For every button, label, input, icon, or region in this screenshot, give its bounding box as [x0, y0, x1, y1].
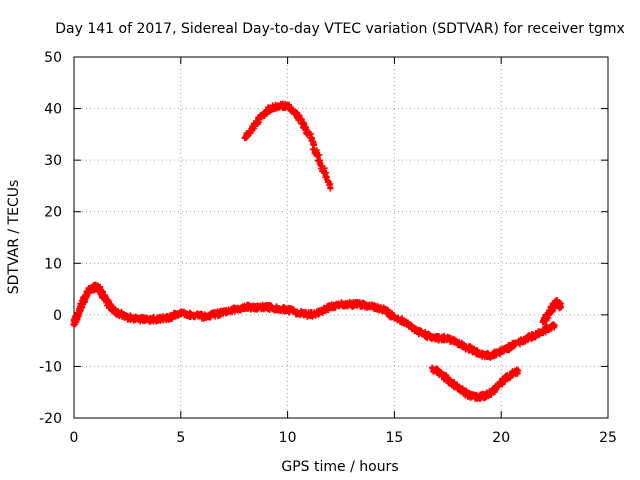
series-arc-evening [429, 364, 522, 403]
x-tick-label: 20 [492, 430, 510, 446]
plot-border [73, 56, 609, 419]
data-point [314, 152, 321, 159]
y-tick-label: 10 [44, 256, 62, 272]
data-point [551, 322, 558, 329]
x-axis-label: GPS time / hours [281, 459, 398, 475]
x-tick-label: 25 [599, 430, 617, 446]
data-point [268, 302, 275, 309]
y-tick-label: 50 [44, 50, 62, 66]
series-arc-late [539, 297, 565, 326]
y-tick-label: -20 [39, 411, 62, 427]
x-tick-label: 15 [385, 430, 403, 446]
data-points [70, 100, 565, 403]
y-axis-label: SDTVAR / TECUs [6, 180, 22, 295]
y-tick-label: -10 [39, 359, 62, 375]
data-point [327, 185, 334, 192]
chart-title: Day 141 of 2017, Sidereal Day-to-day VTE… [55, 21, 625, 37]
x-tick-label: 5 [176, 430, 185, 446]
data-point [515, 367, 522, 374]
series-arc-main [70, 281, 558, 361]
data-point [310, 142, 317, 149]
y-tick-label: 0 [53, 308, 62, 324]
y-tick-label: 30 [44, 153, 62, 169]
data-point [296, 112, 303, 119]
plot-frame [73, 56, 609, 419]
x-tick-label: 10 [279, 430, 297, 446]
data-point [493, 352, 500, 359]
y-tick-label: 20 [44, 205, 62, 221]
axis-ticks: 0 5 10 15 20 25 -20 -10 0 10 20 30 40 50 [39, 50, 617, 446]
x-tick-label: 0 [70, 430, 79, 446]
grid-lines [74, 57, 608, 418]
data-point [558, 304, 565, 311]
series-arc-morning [241, 100, 334, 192]
y-tick-label: 40 [44, 102, 62, 118]
